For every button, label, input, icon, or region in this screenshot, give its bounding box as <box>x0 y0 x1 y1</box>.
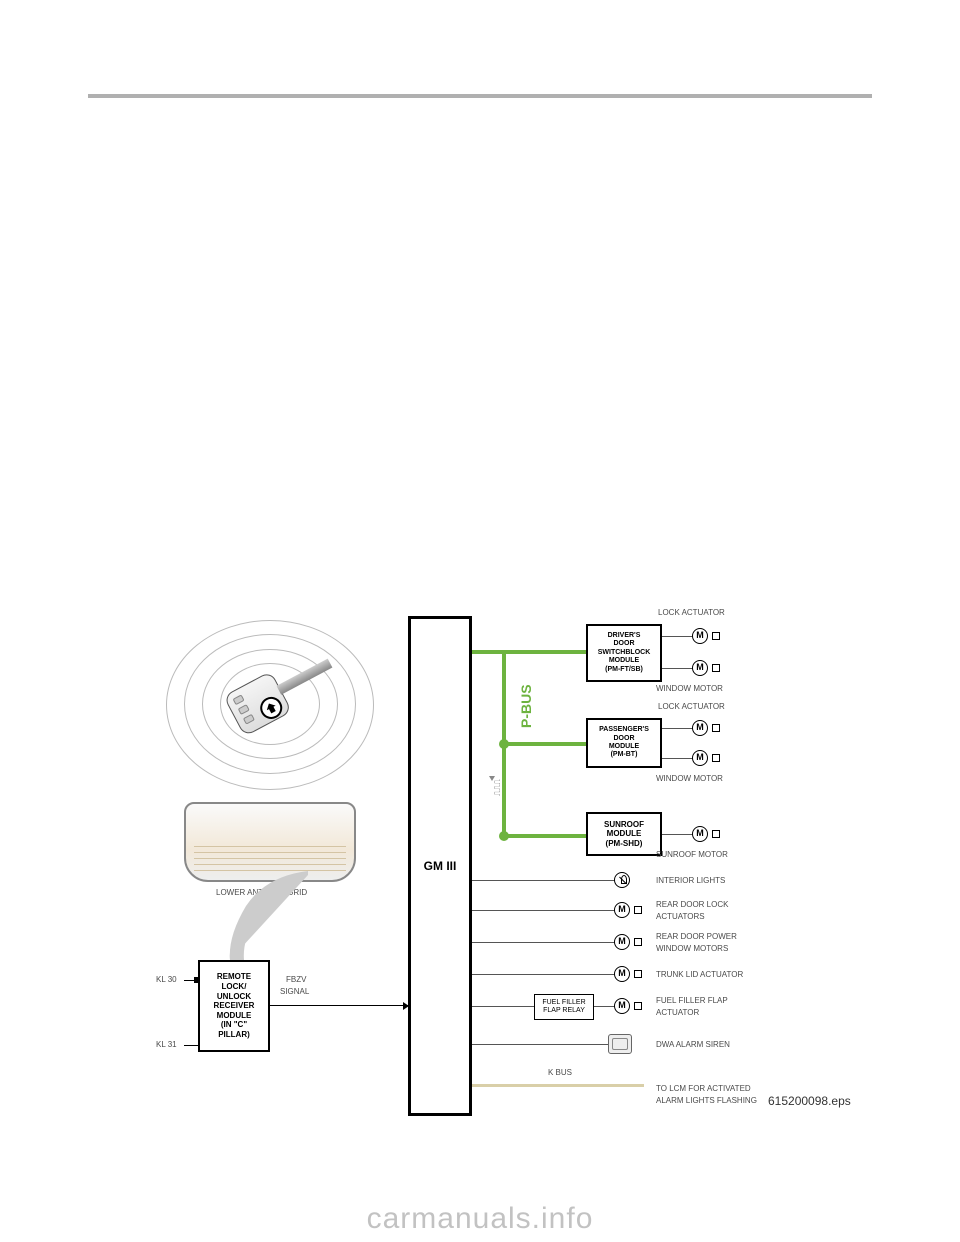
motor-icon <box>614 902 630 918</box>
kl31-line <box>184 1045 198 1046</box>
rear-window-label2: WINDOW MOTORS <box>656 944 728 953</box>
kl30-label: KL 30 <box>156 975 177 984</box>
wire <box>662 636 694 637</box>
gm3-box: GM III <box>408 616 472 1116</box>
kbus-label: K BUS <box>548 1068 572 1077</box>
motor-icon <box>692 750 708 766</box>
top-divider <box>88 94 872 98</box>
receiver-l2: LOCK/ <box>202 982 266 992</box>
kbus-line <box>472 1084 644 1087</box>
rear-door-lock-label1: REAR DOOR LOCK <box>656 900 728 909</box>
sun-l3: (PM-SHD) <box>590 839 658 849</box>
driver-door-module-box: DRIVER'S DOOR SWITCHBLOCK MODULE (PM-FT/… <box>586 624 662 682</box>
motor-icon <box>692 660 708 676</box>
motor-terminal <box>712 724 720 732</box>
sunroof-module-box: SUNROOF MODULE (PM-SHD) <box>586 812 662 856</box>
pass-l4: (PM-BT) <box>590 751 658 759</box>
system-diagram: LOWER ANTENNA GRID REMOTE LOCK/ UNLOCK R… <box>108 590 864 1130</box>
antenna-signal-arrow-icon <box>218 870 338 970</box>
watermark: carmanuals.info <box>0 1196 960 1242</box>
receiver-l1: REMOTE <box>202 972 266 982</box>
gm3-label: GM III <box>413 859 467 873</box>
window-motor-label2: WINDOW MOTOR <box>656 774 723 783</box>
fuel-label2: ACTUATOR <box>656 1008 699 1017</box>
motor-icon <box>692 826 708 842</box>
pass-l2: DOOR <box>590 735 658 743</box>
passenger-door-module-box: PASSENGER'S DOOR MODULE (PM-BT) <box>586 718 662 768</box>
motor-icon <box>614 934 630 950</box>
eps-filename: 615200098.eps <box>768 1094 851 1108</box>
wire <box>662 668 694 669</box>
pbus-h4 <box>502 834 588 838</box>
wire <box>662 758 694 759</box>
wire <box>662 834 694 835</box>
motor-icon <box>614 966 630 982</box>
sun-l1: SUNROOF <box>590 820 658 830</box>
pbus-pulse-icon: ⎍⎍⎍ <box>493 779 503 796</box>
window-motor-label: WINDOW MOTOR <box>656 684 723 693</box>
pbus-h3 <box>502 742 588 746</box>
driver-l5: (PM-FT/SB) <box>590 666 658 674</box>
lamp-icon <box>614 872 630 888</box>
wire <box>472 1006 534 1007</box>
receiver-l4: RECEIVER <box>202 1001 266 1011</box>
motor-terminal <box>712 754 720 762</box>
interior-lights-label: INTERIOR LIGHTS <box>656 876 725 885</box>
receiver-l5: MODULE <box>202 1011 266 1021</box>
motor-terminal <box>712 830 720 838</box>
motor-terminal <box>634 1002 642 1010</box>
lock-actuator-label2: LOCK ACTUATOR <box>658 702 725 711</box>
fuel-relay-box: FUEL FILLER FLAP RELAY <box>534 994 594 1020</box>
driver-l2: DOOR <box>590 640 658 648</box>
motor-icon <box>692 628 708 644</box>
motor-terminal <box>712 632 720 640</box>
trunk-label: TRUNK LID ACTUATOR <box>656 970 743 979</box>
motor-icon <box>614 998 630 1014</box>
siren-icon <box>608 1034 632 1054</box>
lcm-label2: ALARM LIGHTS FLASHING <box>656 1096 757 1105</box>
lock-actuator-label: LOCK ACTUATOR <box>658 608 725 617</box>
driver-l3: SWITCHBLOCK <box>590 649 658 657</box>
lcm-label1: TO LCM FOR ACTIVATED <box>656 1084 751 1093</box>
receiver-module-box: REMOTE LOCK/ UNLOCK RECEIVER MODULE (IN … <box>198 960 270 1052</box>
receiver-l7: PILLAR) <box>202 1030 266 1040</box>
motor-terminal <box>634 906 642 914</box>
fbzv-label2: SIGNAL <box>280 987 309 996</box>
pass-l3: MODULE <box>590 743 658 751</box>
pbus-arrow-icon <box>489 776 495 781</box>
dwa-label: DWA ALARM SIREN <box>656 1040 730 1049</box>
kl-dot <box>194 977 200 983</box>
wire <box>594 1006 616 1007</box>
driver-l4: MODULE <box>590 657 658 665</box>
wire <box>472 974 616 975</box>
driver-l1: DRIVER'S <box>590 632 658 640</box>
fuel-l2: FLAP RELAY <box>537 1007 591 1015</box>
fbzv-label1: FBZV <box>286 975 306 984</box>
receiver-l6: (IN "C" <box>202 1020 266 1030</box>
motor-terminal <box>634 970 642 978</box>
wire <box>472 942 616 943</box>
wire <box>472 910 616 911</box>
fuel-l1: FUEL FILLER <box>537 999 591 1007</box>
sun-l2: MODULE <box>590 829 658 839</box>
pbus-label: P-BUS <box>518 684 534 728</box>
wire <box>662 728 694 729</box>
fuel-label1: FUEL FILLER FLAP <box>656 996 728 1005</box>
wire <box>472 1044 612 1045</box>
pbus-h1 <box>472 650 506 654</box>
rear-door-lock-label2: ACTUATORS <box>656 912 705 921</box>
sunroof-motor-label: SUNROOF MOTOR <box>656 850 728 859</box>
kl31-label: KL 31 <box>156 1040 177 1049</box>
pbus-h2 <box>502 650 588 654</box>
pbus-dot <box>499 739 509 749</box>
pass-l1: PASSENGER'S <box>590 726 658 734</box>
pbus-dot <box>499 831 509 841</box>
fbzv-arrow <box>270 1005 408 1006</box>
receiver-l3: UNLOCK <box>202 992 266 1002</box>
rear-window-label1: REAR DOOR POWER <box>656 932 737 941</box>
motor-terminal <box>712 664 720 672</box>
motor-icon <box>692 720 708 736</box>
motor-terminal <box>634 938 642 946</box>
wire <box>472 880 616 881</box>
